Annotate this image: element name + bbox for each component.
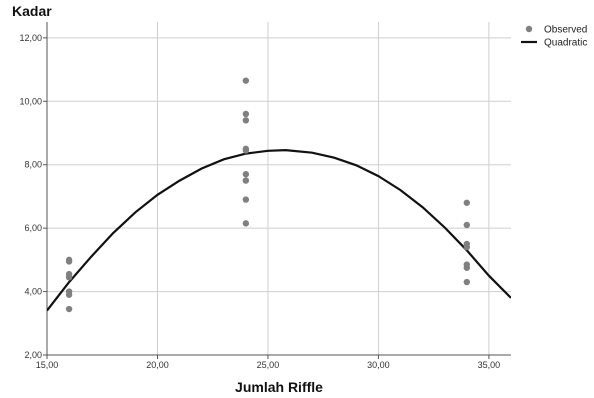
y-tick-label: 4,00: [24, 287, 42, 297]
x-tick-label: 15,00: [36, 360, 59, 370]
y-tick-label: 12,00: [19, 33, 42, 43]
plot-frame: [46, 22, 511, 356]
observed-point: [65, 291, 73, 298]
points-layer: [65, 77, 471, 313]
y-tick-label: 6,00: [24, 223, 42, 233]
observed-point: [242, 220, 250, 227]
observed-point: [242, 110, 250, 118]
observed-point: [463, 278, 471, 286]
observed-point: [65, 305, 73, 313]
y-tick-label: 8,00: [24, 160, 42, 170]
ticks: 15,00 20,00 25,00 30,00 35,00 2,00 4,00 6,00 8,0…: [19, 33, 500, 370]
observed-point: [65, 274, 73, 281]
x-axis-label: Jumlah Riffle: [235, 379, 323, 395]
y-tick-label: 2,00: [24, 350, 42, 360]
quadratic-curve: [47, 148, 511, 312]
legend: Observed Quadratic: [521, 25, 587, 49]
observed-point: [242, 177, 250, 184]
legend-label: Quadratic: [544, 38, 587, 49]
legend-label: Observed: [544, 25, 587, 36]
observed-point: [65, 258, 73, 265]
grid: [46, 22, 511, 356]
observed-point: [463, 243, 471, 251]
x-tick-label: 25,00: [257, 360, 280, 370]
y-tick-label: 10,00: [19, 96, 42, 106]
legend-swatch-observed: [525, 25, 533, 33]
y-axis-label: Kadar: [12, 3, 52, 19]
x-tick-label: 35,00: [478, 360, 501, 370]
curve-layer: [47, 148, 511, 312]
observed-point: [242, 77, 250, 84]
observed-point: [242, 117, 250, 124]
x-tick-label: 30,00: [367, 360, 390, 370]
x-tick-label: 20,00: [146, 360, 169, 370]
observed-point: [463, 199, 471, 206]
observed-point: [242, 171, 250, 178]
observed-point: [463, 221, 471, 229]
observed-point: [463, 264, 471, 271]
observed-point: [242, 196, 250, 203]
observed-point: [242, 147, 250, 154]
